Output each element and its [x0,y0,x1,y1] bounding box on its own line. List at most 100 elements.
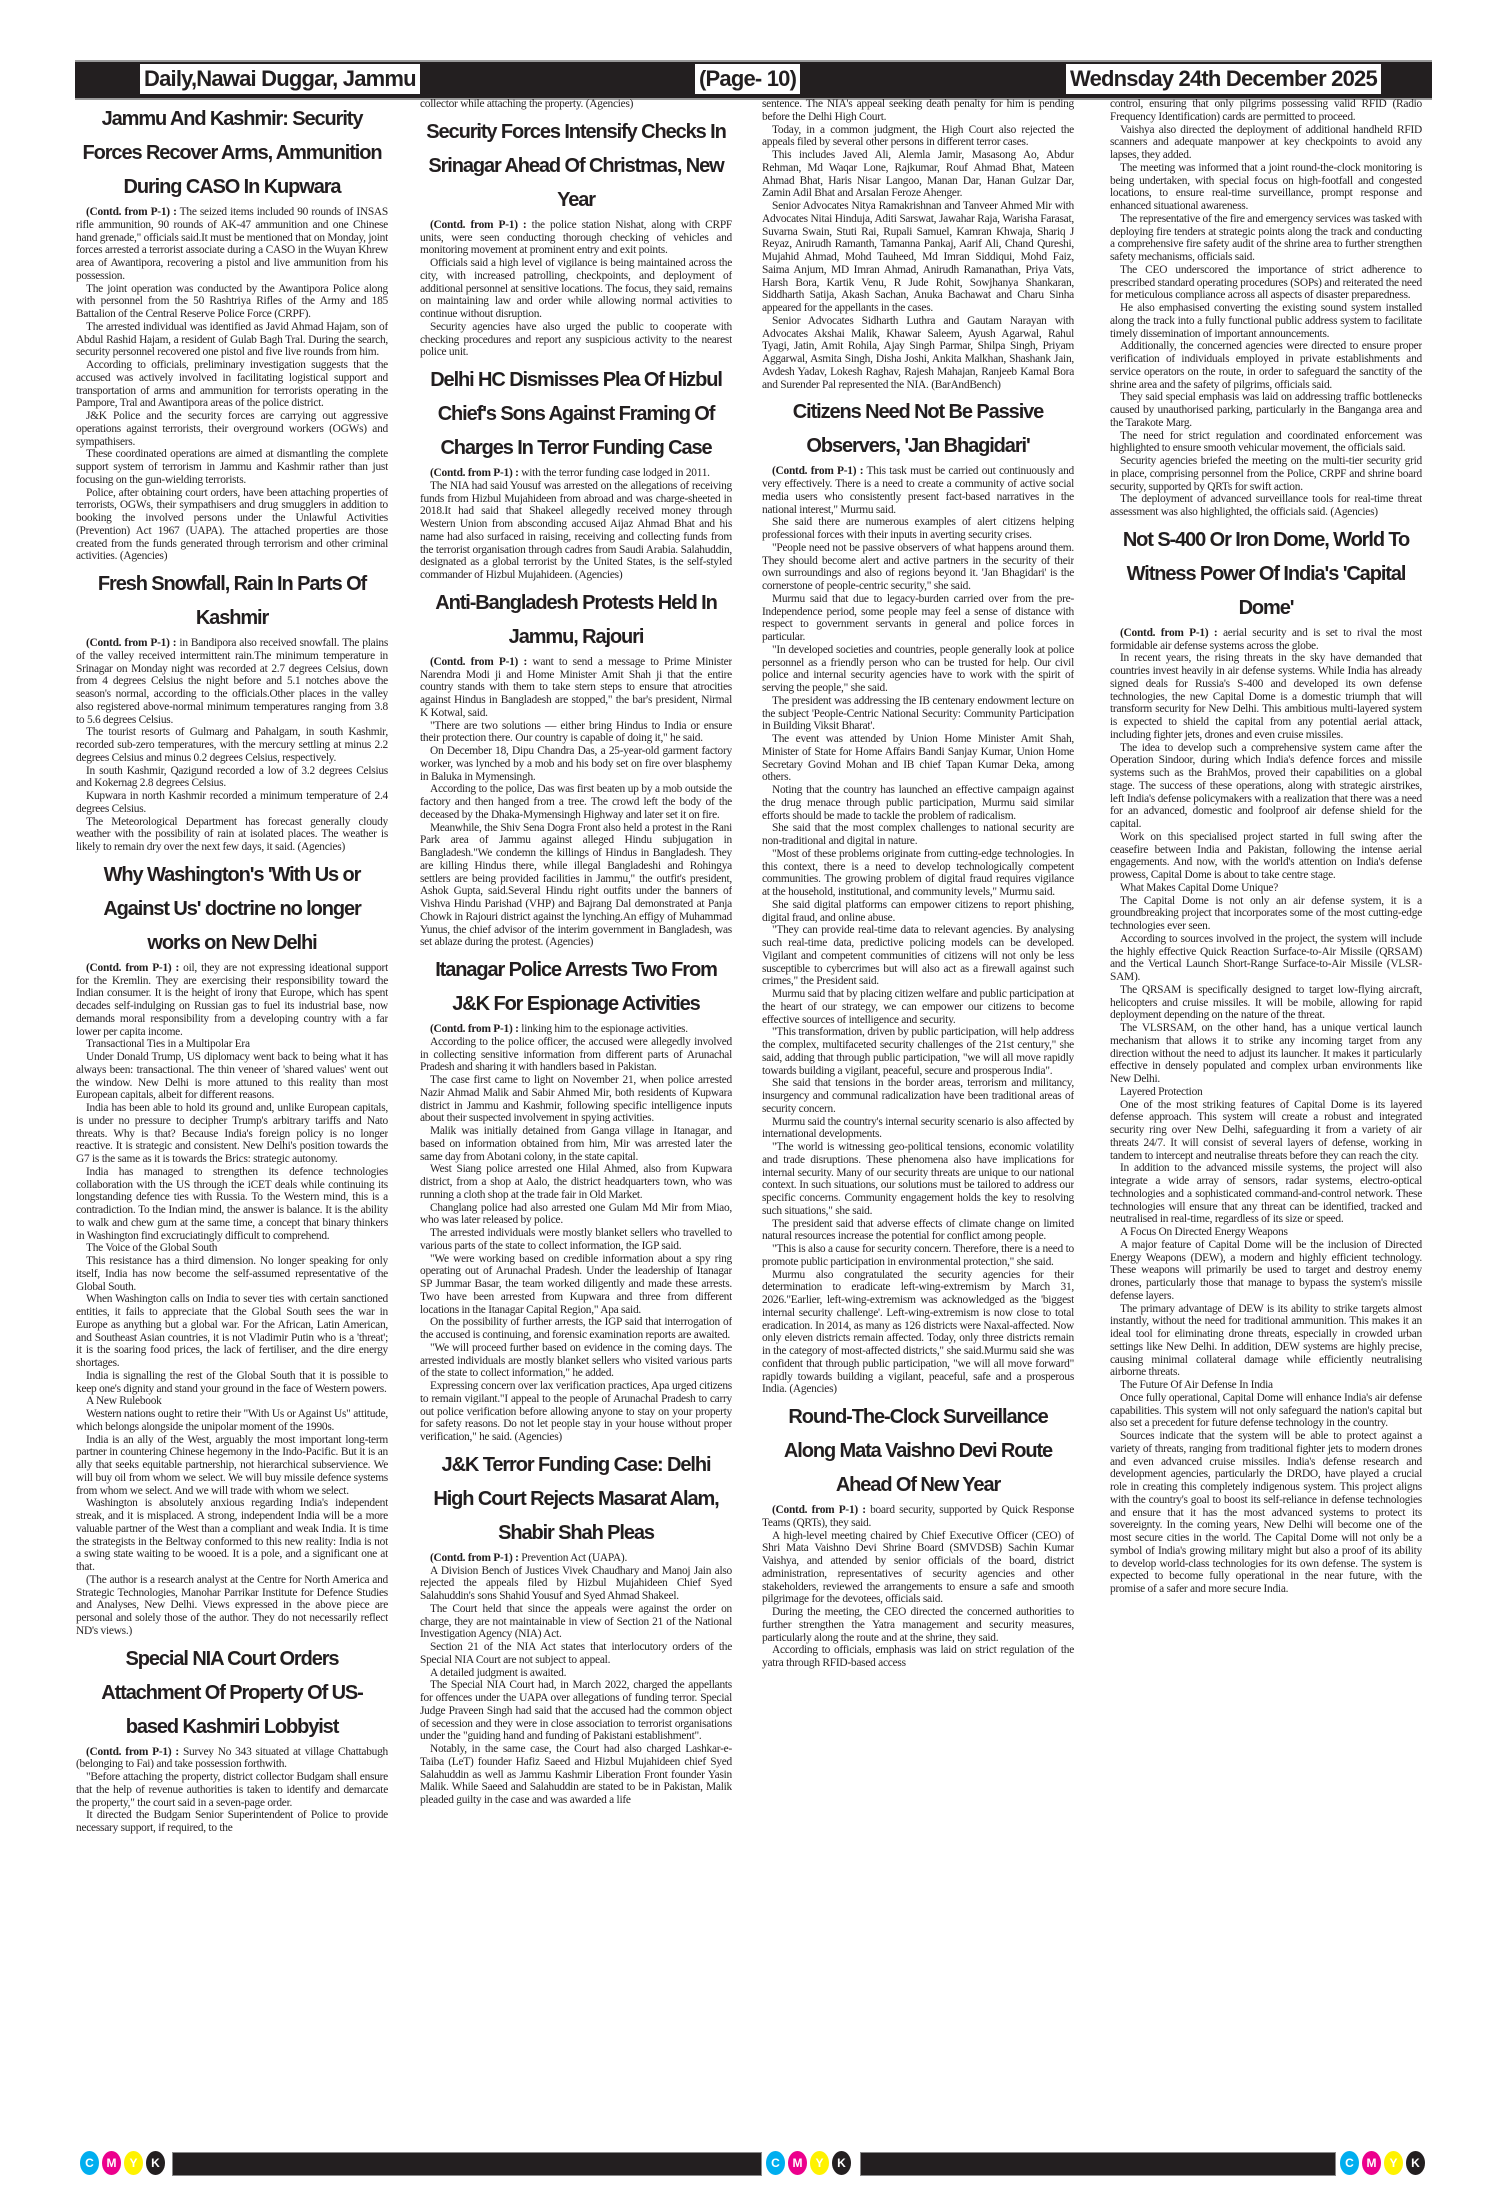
lead-text: want to send a message to Prime Minister… [420,655,732,719]
lead-text: aerial security and is set to rival the … [1110,626,1422,652]
article-paragraph: Additionally, the concerned agencies wer… [1110,340,1422,391]
black-mark-icon: K [832,2151,851,2175]
article-paragraph: The arrested individuals were mostly bla… [420,1227,732,1252]
article-paragraph: "Most of these problems originate from c… [762,847,1074,898]
article-paragraph: "In developed societies and countries, p… [762,643,1074,694]
article-paragraph: The VLSRSAM, on the other hand, has a un… [1110,1022,1422,1085]
magenta-mark-icon: M [1362,2151,1381,2175]
article-paragraph: Security agencies briefed the meeting on… [1110,455,1422,493]
column-4: control, ensuring that only pilgrims pos… [1110,98,1422,2143]
yellow-mark-icon: Y [1384,2151,1403,2175]
article-paragraph: A major feature of Capital Dome will be … [1110,1238,1422,1302]
article-paragraph: These coordinated operations are aimed a… [76,448,388,486]
magenta-mark-icon: M [788,2151,807,2175]
article-paragraph: India is signalling the rest of the Glob… [76,1369,388,1395]
article-lead-paragraph: (Contd. from P-1) : in Bandipora also re… [76,637,388,726]
continued-paragraph: sentence. The NIA's appeal seeking death… [762,98,1074,123]
headline: Fresh Snowfall, Rain In Parts Of Kashmir [97,573,367,629]
article-paragraph: The Future Of Air Defense In India [1120,1379,1273,1391]
headline: Not S-400 Or Iron Dome, World To Witness… [1122,528,1410,619]
article-paragraph: It directed the Budgam Senior Superinten… [76,1809,388,1834]
continued-label: (Contd. from P-1) : [86,961,180,974]
article-paragraph: India is an ally of the West, arguably t… [76,1433,388,1497]
article-paragraph: Police, after obtaining court orders, ha… [76,486,388,563]
article-paragraph: A Focus On Directed Energy Weapons [1120,1226,1288,1238]
article-paragraph: Under Donald Trump, US diplomacy went ba… [76,1051,388,1102]
article-lead-paragraph: (Contd. from P-1) : oil, they are not ex… [76,962,388,1039]
article-paragraph: What Makes Capital Dome Unique? [1120,881,1278,894]
headline: Anti-Bangladesh Protests Held In Jammu, … [435,591,718,648]
article-paragraph: During the meeting, the CEO directed the… [762,1606,1074,1644]
headline: Jammu And Kashmir: Security Forces Recov… [82,108,383,198]
continued-paragraph: collector while attaching the property. … [420,98,634,110]
article-paragraph: The Special NIA Court had, in March 2022… [420,1679,732,1743]
continued-label: (Contd. from P-1) : [772,1504,866,1516]
article-paragraph: In addition to the advanced missile syst… [1110,1162,1422,1226]
article-paragraph: On December 18, Dipu Chandra Das, a 25-y… [420,745,732,783]
article-paragraph: Murmu also congratulated the security ag… [762,1268,1074,1396]
registration-marks-right: C M Y K [1340,2150,1425,2176]
article-paragraph: "This transformation, driven by public p… [762,1026,1074,1077]
article-paragraph: This includes Javed Ali, Alemla Jamir, M… [762,149,1074,200]
article-paragraph: The Court held that since the appeals we… [420,1602,732,1641]
article-paragraph: The event was attended by Union Home Min… [762,733,1074,784]
article-paragraph: When Washington calls on India to sever … [76,1293,388,1369]
article-paragraph: Kupwara in north Kashmir recorded a mini… [76,790,388,815]
article-paragraph: "We were working based on credible infor… [420,1252,732,1316]
continued-label: (Contd. from P-1) : [430,467,519,479]
lead-text: board security, supported by Quick Respo… [762,1504,1074,1529]
article-paragraph: The CEO underscored the importance of st… [1110,263,1422,302]
continued-label: (Contd. from P-1) : [430,1551,519,1564]
column-1: Jammu And Kashmir: Security Forces Recov… [76,98,388,2143]
article-paragraph: India has been able to hold its ground a… [76,1102,388,1165]
cyan-mark-icon: C [766,2151,785,2175]
headline: Why Washington's 'With Us or Against Us'… [103,863,361,954]
cyan-mark-icon: C [1340,2151,1359,2175]
article-paragraph: A Division Bench of Justices Vivek Chaud… [420,1564,732,1603]
page-number: (Page- 10) [695,64,801,94]
article-paragraph: In recent years, the rising threats in t… [1110,652,1422,741]
lead-text: linking him to the espionage activities. [518,1023,688,1035]
article-paragraph: The deployment of advanced surveillance … [1110,493,1422,518]
continued-label: (Contd. from P-1) : [86,1745,179,1758]
article-paragraph: This resistance has a third dimension. N… [76,1255,388,1293]
article-paragraph: According to sources involved in the pro… [1110,932,1422,983]
article-paragraph: Noting that the country has launched an … [762,784,1074,822]
article-paragraph: The president said that adverse effects … [762,1217,1074,1243]
magenta-mark-icon: M [102,2151,121,2175]
lead-text: with the terror funding case lodged in 2… [518,467,710,479]
lead-text: in Bandipora also received snowfall. The… [76,637,388,726]
article-paragraph: A high-level meeting chaired by Chief Ex… [762,1529,1074,1606]
headline: J&K Terror Funding Case: Delhi High Cour… [433,1453,719,1544]
continued-label: (Contd. from P-1) : [430,655,528,668]
article-paragraph: "People need not be passive observers of… [762,541,1074,592]
article-paragraph: According to the police officer, the acc… [420,1035,732,1074]
article-paragraph: "They can provide real-time data to rele… [762,924,1074,988]
article-paragraph: The case first came to light on November… [420,1074,732,1125]
column-2: collector while attaching the property. … [420,98,732,2143]
article-paragraph: Expressing concern over lax verification… [420,1380,732,1443]
article-lead-paragraph: (Contd. from P-1) : Prevention Act (UAPA… [420,1552,732,1565]
article-paragraph: Vaishya also directed the deployment of … [1110,123,1422,162]
article-paragraph: According to officials, preliminary inve… [76,359,388,410]
article-paragraph: The meeting was informed that a joint ro… [1110,161,1422,212]
article-paragraph: J&K Police and the security forces are c… [76,410,388,448]
article-paragraph: Notably, in the same case, the Court had… [420,1743,732,1806]
article-paragraph: They said special emphasis was laid on a… [1110,391,1422,429]
article-paragraph: Sources indicate that the system will be… [1110,1430,1422,1595]
article-paragraph: A detailed judgment is awaited. [430,1666,567,1679]
article-paragraph: The Capital Dome is not only an air defe… [1110,894,1422,933]
lead-text: oil, they are not expressing ideational … [76,961,388,1038]
lead-text: Prevention Act (UAPA). [518,1551,628,1564]
registration-marks-center: C M Y K [766,2150,851,2176]
article-paragraph: The representative of the fire and emerg… [1110,212,1422,263]
article-paragraph: India has managed to strengthen its defe… [76,1165,388,1242]
article-paragraph: Transactional Ties in a Multipolar Era [86,1038,250,1051]
headline: Itanagar Police Arrests Two From J&K For… [435,959,718,1015]
article-paragraph: "The world is witnessing geo-political t… [762,1141,1074,1217]
article-lead-paragraph: (Contd. from P-1) : Survey No 343 situat… [76,1746,388,1772]
column-3: sentence. The NIA's appeal seeking death… [762,98,1074,2143]
article-lead-paragraph: (Contd. from P-1) : The seized items inc… [76,206,388,283]
article-paragraph: (The author is a research analyst at the… [76,1573,388,1637]
article-paragraph: The idea to develop such a comprehensive… [1110,741,1422,831]
